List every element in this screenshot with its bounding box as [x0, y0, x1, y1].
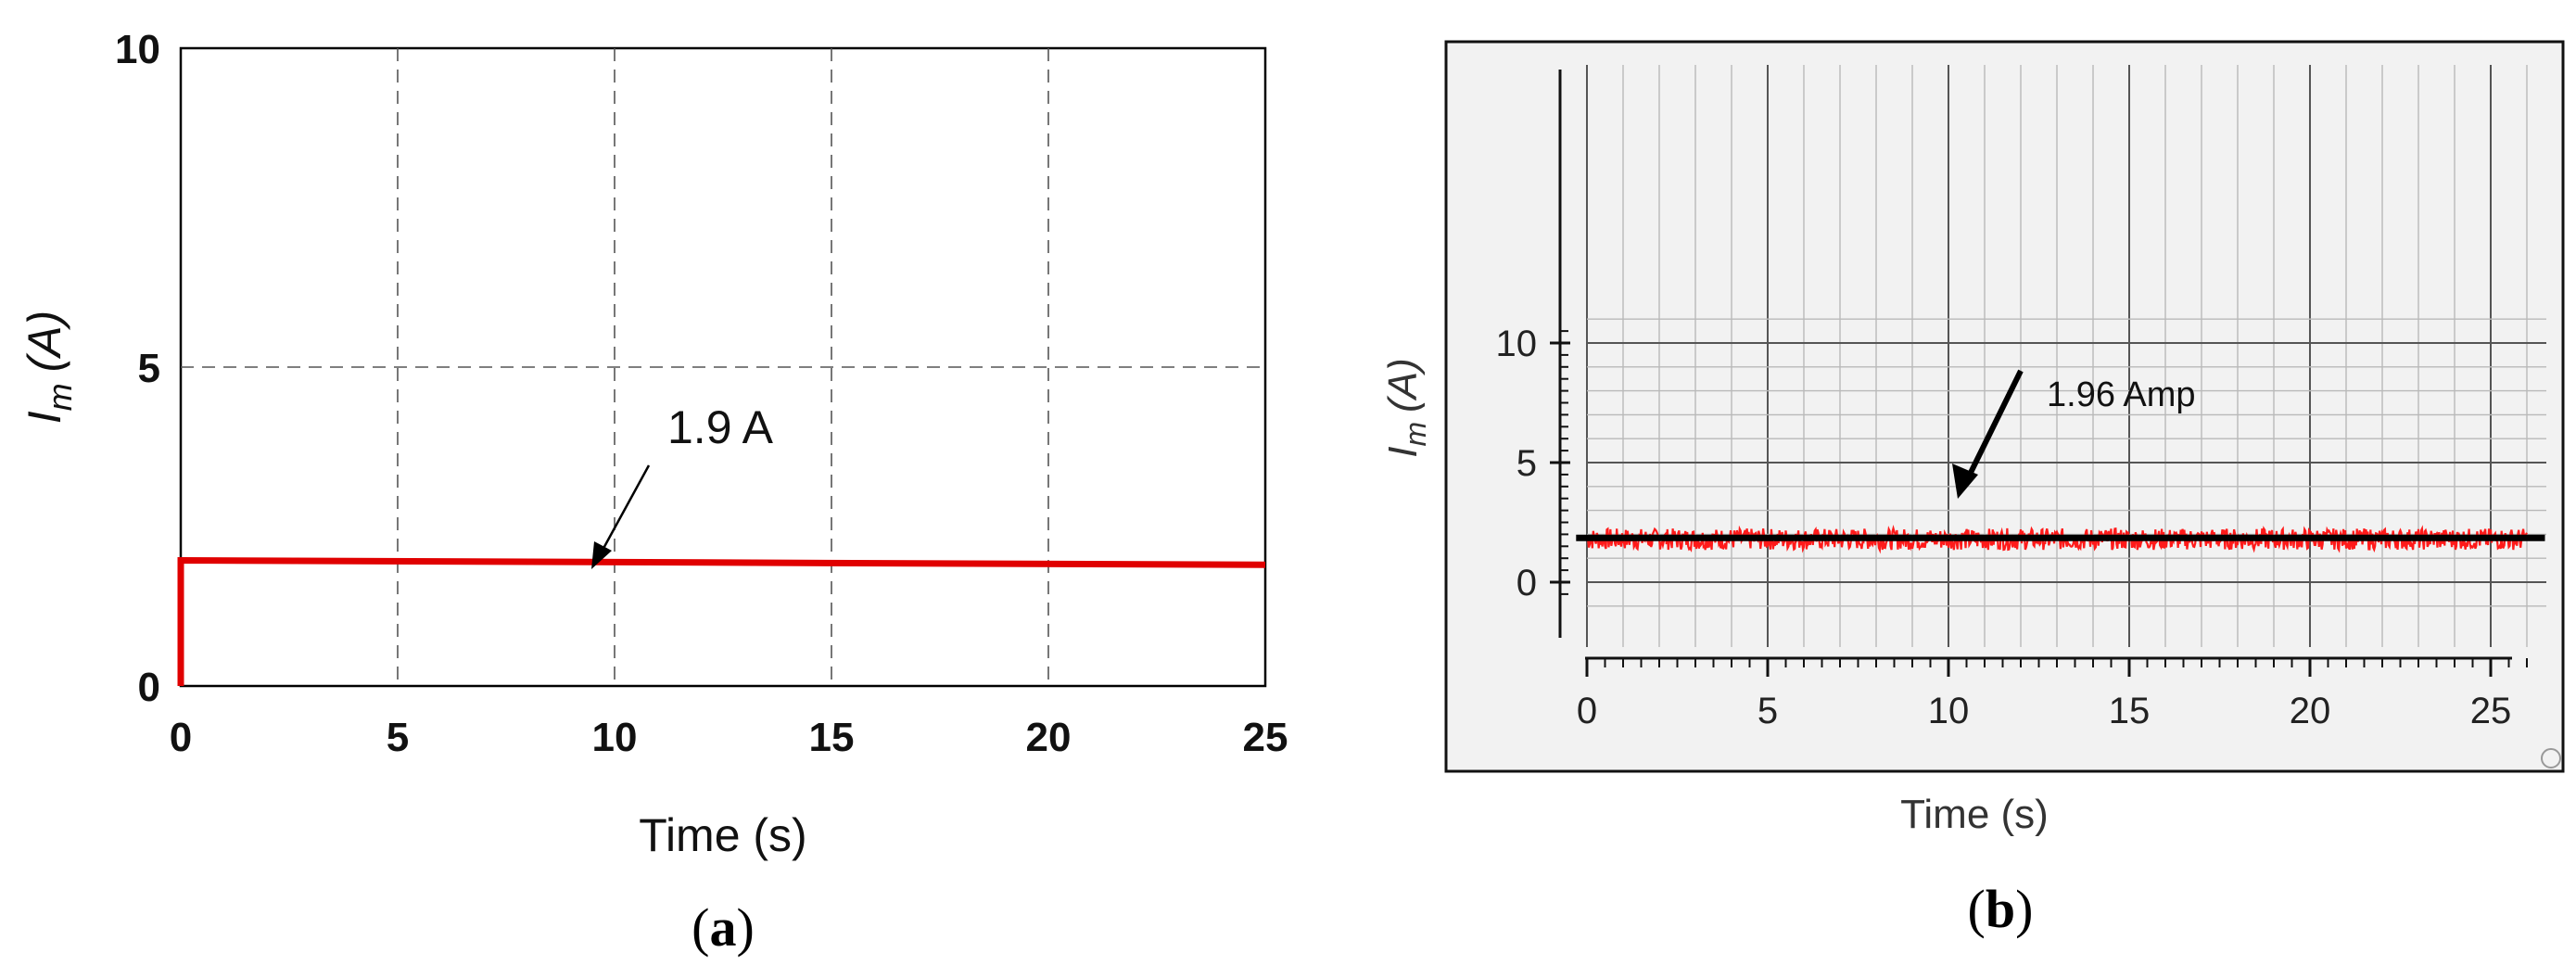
ticks-b: 0 5 10 0 5 10 15 20 25: [1496, 324, 2528, 731]
chart-panel-a: 0 5 10 15 20 25 0 5 10 1.9 A Time (s) Im (A) (a): [19, 27, 1288, 958]
y-axis-title-b: Im (A): [1380, 358, 1432, 458]
x-tick-label-a: 10: [592, 715, 638, 760]
y-tick-label-a: 10: [115, 27, 160, 72]
annotation-arrowhead-b: [1952, 464, 1978, 499]
x-tick-label-b: 10: [1928, 691, 1970, 731]
series-a: [177, 556, 1266, 686]
y-tick-label-b: 5: [1516, 443, 1537, 484]
caption-letter-a: a: [710, 897, 737, 958]
x-tick-label-b: 15: [2109, 691, 2151, 731]
y-axis-subscript-a: m: [41, 383, 79, 411]
x-tick-label-a: 15: [809, 715, 855, 760]
annotation-arrowhead-a: [591, 541, 612, 569]
x-axis-title-a: Time (s): [639, 809, 806, 861]
series-line-a: [177, 556, 1266, 686]
series-b: [1576, 524, 2545, 554]
caption-a: (a): [692, 897, 755, 958]
ticks-a: 0 5 10 15 20 25 0 5 10: [115, 27, 1288, 760]
x-tick-label-b: 0: [1577, 691, 1597, 731]
caption-close-b: ): [2015, 879, 2033, 939]
x-tick-label-a: 0: [170, 715, 192, 760]
annotation-label-b: 1.96 Amp: [2047, 375, 2196, 414]
x-tick-label-a: 25: [1243, 715, 1288, 760]
y-axis-symbol-b: I: [1380, 447, 1426, 458]
caption-letter-b: b: [1986, 879, 2015, 939]
caption-b: (b): [1968, 879, 2034, 939]
grid-a: [181, 48, 1265, 686]
resize-handle-icon: [2541, 748, 2561, 768]
annotation-arrow-b: [1962, 369, 2024, 486]
y-tick-label-a: 0: [138, 665, 160, 710]
x-axis-title-b: Time (s): [1900, 792, 2049, 837]
y-axis-unit-b: (A): [1380, 358, 1426, 413]
y-axis-symbol-a: I: [19, 411, 70, 424]
x-tick-label-b: 5: [1758, 691, 1778, 731]
caption-close-a: ): [737, 897, 755, 958]
y-axis-unit-a: (A): [19, 311, 70, 373]
plot-area-b: [1587, 65, 2546, 647]
y-axis-subscript-b: m: [1399, 422, 1432, 447]
caption-open-b: (: [1968, 879, 1986, 939]
annotation-label-a: 1.9 A: [667, 401, 774, 453]
x-tick-label-a: 5: [387, 715, 409, 760]
caption-open-a: (: [692, 897, 709, 958]
y-tick-label-b: 10: [1496, 324, 1538, 364]
chart-panel-b: 0 5 10 0 5 10 15 20 25 1.96 Amp Time (s) Im (A) (…: [1380, 40, 2565, 939]
y-axis-title-a: Im (A): [19, 311, 79, 425]
x-tick-label-b: 25: [2470, 691, 2512, 731]
y-tick-label-a: 5: [138, 346, 160, 391]
y-tick-label-b: 0: [1516, 563, 1537, 603]
x-tick-label-b: 20: [2290, 691, 2331, 731]
x-tick-label-a: 20: [1026, 715, 1072, 760]
